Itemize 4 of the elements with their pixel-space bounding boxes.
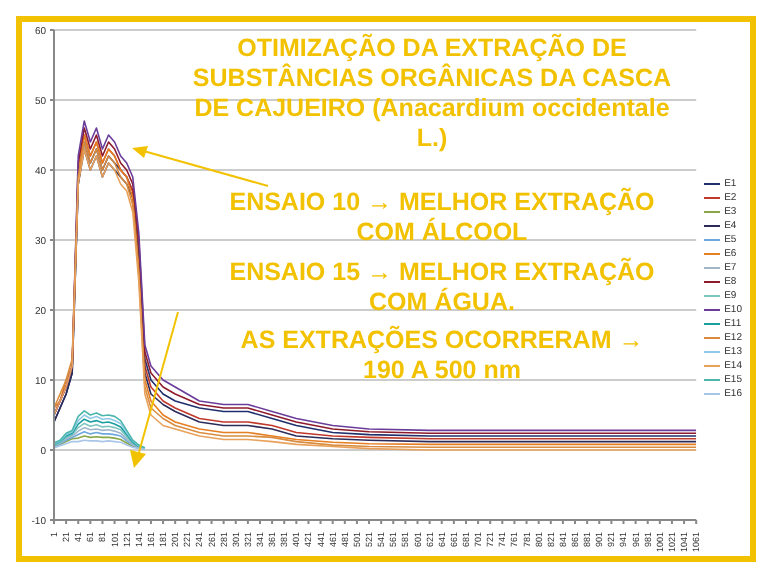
annotation: ENSAIO 15 → MELHOR EXTRAÇÃO COM ÁGUA.: [227, 258, 657, 318]
annotation: AS EXTRAÇÕES OCORRERAM → 190 A 500 nm: [238, 326, 646, 386]
annotation: ENSAIO 10 → MELHOR EXTRAÇÃO COM ÁLCOOL: [227, 188, 657, 248]
text: OTIMIZAÇÃO DA EXTRAÇÃO DE SUBSTÂNCIAS ORGÂNICAS DA CASCA DE CAJUEIRO (Anacardium occidentale L.): [190, 34, 674, 154]
